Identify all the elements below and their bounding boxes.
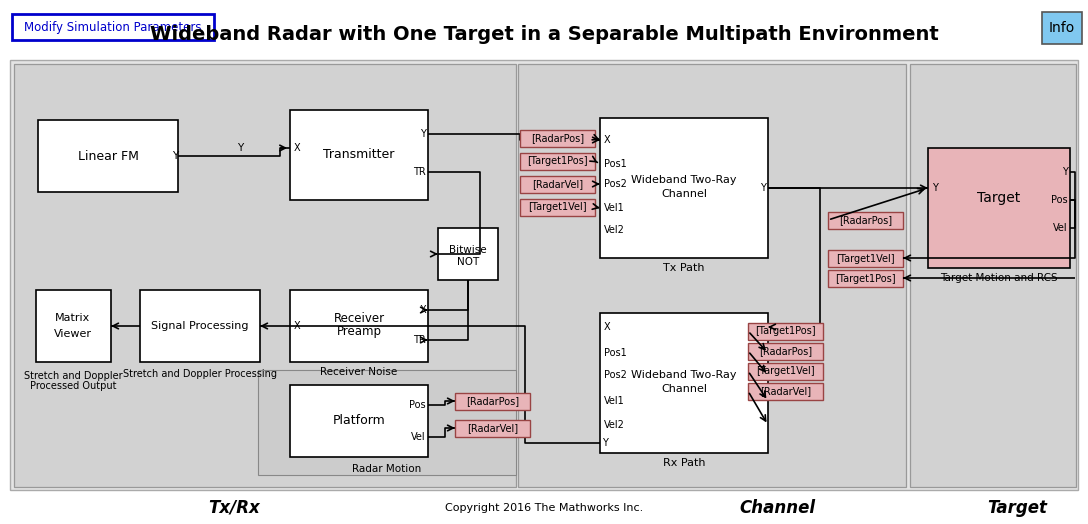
- Text: Modify Simulation Parameters: Modify Simulation Parameters: [24, 20, 201, 34]
- Bar: [749, 323, 823, 340]
- Text: Y: Y: [761, 183, 766, 193]
- Text: TR: TR: [413, 335, 426, 345]
- Text: Y: Y: [602, 438, 608, 448]
- Bar: [928, 148, 1070, 268]
- Bar: [12, 14, 214, 40]
- Text: Preamp: Preamp: [336, 325, 382, 339]
- Text: Y: Y: [237, 143, 243, 153]
- Text: Tx/Rx: Tx/Rx: [208, 499, 260, 517]
- Text: [RadarVel]: [RadarVel]: [759, 387, 811, 397]
- Text: Viewer: Viewer: [54, 329, 92, 339]
- Text: [RadarPos]: [RadarPos]: [839, 215, 892, 225]
- Text: [Target1Vel]: [Target1Vel]: [756, 366, 815, 377]
- Text: NOT: NOT: [457, 257, 479, 267]
- Text: Y: Y: [1062, 167, 1068, 177]
- Bar: [749, 343, 823, 360]
- Text: Pos: Pos: [1051, 195, 1068, 205]
- Text: [RadarPos]: [RadarPos]: [466, 397, 519, 407]
- Text: Receiver Noise: Receiver Noise: [320, 367, 397, 377]
- Bar: [520, 199, 595, 216]
- Text: [Target1Vel]: [Target1Vel]: [837, 254, 894, 264]
- Text: Channel: Channel: [740, 499, 816, 517]
- Text: Vel2: Vel2: [604, 420, 625, 430]
- Bar: [14, 64, 516, 487]
- Bar: [10, 60, 1078, 490]
- Text: X: X: [419, 305, 426, 315]
- Bar: [518, 64, 906, 487]
- Text: Y: Y: [420, 129, 426, 139]
- Bar: [520, 153, 595, 170]
- Text: Pos: Pos: [409, 400, 426, 410]
- Text: Vel: Vel: [411, 432, 426, 442]
- Text: Target Motion and RCS: Target Motion and RCS: [940, 273, 1058, 283]
- Text: Bitwise: Bitwise: [449, 245, 486, 255]
- Bar: [290, 110, 428, 200]
- Bar: [258, 370, 516, 475]
- Text: Vel2: Vel2: [604, 225, 625, 235]
- Bar: [455, 420, 530, 437]
- Text: X: X: [604, 135, 610, 145]
- Bar: [828, 270, 903, 287]
- Text: Processed Output: Processed Output: [29, 381, 116, 391]
- Text: Stretch and Doppler: Stretch and Doppler: [24, 371, 122, 381]
- Bar: [38, 120, 178, 192]
- Bar: [599, 313, 768, 453]
- Text: Rx Path: Rx Path: [663, 458, 705, 468]
- Text: Tx Path: Tx Path: [664, 263, 705, 273]
- Bar: [290, 290, 428, 362]
- Bar: [438, 228, 498, 280]
- Text: Wideband Two-Ray: Wideband Two-Ray: [631, 370, 737, 380]
- Text: [RadarPos]: [RadarPos]: [759, 346, 812, 356]
- Text: Pos2: Pos2: [604, 370, 627, 380]
- Bar: [599, 118, 768, 258]
- Text: Radar Motion: Radar Motion: [353, 464, 422, 474]
- Text: Pos1: Pos1: [604, 159, 627, 169]
- Text: Receiver: Receiver: [333, 311, 384, 324]
- Text: [RadarVel]: [RadarVel]: [467, 423, 518, 433]
- Bar: [1042, 12, 1081, 44]
- Text: Y: Y: [172, 151, 178, 161]
- Text: X: X: [294, 321, 300, 331]
- Text: Transmitter: Transmitter: [323, 148, 395, 161]
- Bar: [455, 393, 530, 410]
- Bar: [290, 385, 428, 457]
- Text: Vel: Vel: [1053, 223, 1068, 233]
- Text: X: X: [294, 143, 300, 153]
- Text: [RadarVel]: [RadarVel]: [532, 180, 583, 190]
- Bar: [828, 212, 903, 229]
- Text: TR: TR: [413, 167, 426, 177]
- Text: Stretch and Doppler Processing: Stretch and Doppler Processing: [123, 369, 277, 379]
- Text: [Target1Pos]: [Target1Pos]: [528, 157, 588, 167]
- Text: Matrix: Matrix: [55, 313, 90, 323]
- Bar: [520, 176, 595, 193]
- Text: Pos2: Pos2: [604, 179, 627, 189]
- Bar: [36, 290, 111, 362]
- Text: [Target1Pos]: [Target1Pos]: [755, 326, 816, 336]
- Text: Target: Target: [987, 499, 1048, 517]
- Bar: [828, 250, 903, 267]
- Text: [Target1Vel]: [Target1Vel]: [528, 202, 586, 213]
- Text: Linear FM: Linear FM: [77, 149, 138, 162]
- Text: Signal Processing: Signal Processing: [151, 321, 249, 331]
- Text: Channel: Channel: [662, 384, 707, 394]
- Text: Info: Info: [1049, 21, 1075, 35]
- Text: Vel1: Vel1: [604, 203, 625, 213]
- Text: Platform: Platform: [333, 414, 385, 428]
- Bar: [749, 363, 823, 380]
- Text: Pos1: Pos1: [604, 348, 627, 358]
- Bar: [520, 130, 595, 147]
- Bar: [749, 383, 823, 400]
- Text: Wideband Two-Ray: Wideband Two-Ray: [631, 175, 737, 185]
- Text: Vel1: Vel1: [604, 396, 625, 406]
- Text: Channel: Channel: [662, 189, 707, 199]
- Text: X: X: [604, 322, 610, 332]
- Text: Wideband Radar with One Target in a Separable Multipath Environment: Wideband Radar with One Target in a Sepa…: [150, 26, 938, 45]
- Text: [Target1Pos]: [Target1Pos]: [836, 274, 895, 283]
- Bar: [140, 290, 260, 362]
- Text: Y: Y: [932, 183, 938, 193]
- Text: Target: Target: [977, 191, 1021, 205]
- Bar: [910, 64, 1076, 487]
- Text: Copyright 2016 The Mathworks Inc.: Copyright 2016 The Mathworks Inc.: [445, 503, 643, 513]
- Text: [RadarPos]: [RadarPos]: [531, 134, 584, 144]
